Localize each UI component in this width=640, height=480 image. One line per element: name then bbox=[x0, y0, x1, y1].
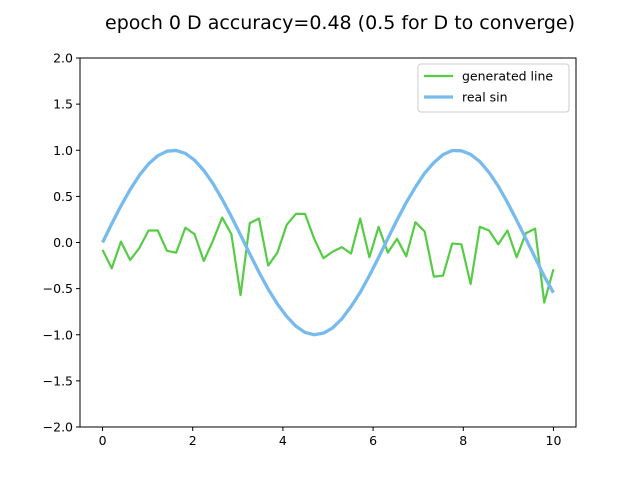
series-line-1 bbox=[101, 212, 555, 304]
y-axis: −2.0 −1.5 −1.0 −0.5 0.0 0.5 1.0 1.5 2.0 bbox=[43, 51, 80, 435]
y-tick-label: −0.5 bbox=[43, 281, 73, 296]
x-tick-label: 4 bbox=[279, 433, 287, 448]
x-axis: 0 2 4 6 8 10 bbox=[99, 427, 562, 448]
legend-box bbox=[417, 63, 570, 113]
x-tick-label: 10 bbox=[546, 433, 562, 448]
x-tick-label: 2 bbox=[189, 433, 197, 448]
x-tick-label: 6 bbox=[369, 433, 377, 448]
y-tick-label: −2.0 bbox=[43, 420, 73, 435]
y-tick-label: −1.0 bbox=[43, 327, 73, 342]
y-tick-label: 0.0 bbox=[53, 235, 73, 250]
x-tick-label: 0 bbox=[99, 433, 107, 448]
y-tick-label: 1.5 bbox=[53, 97, 73, 112]
legend-label-2: real sin bbox=[462, 90, 508, 105]
legend: generated line real sin bbox=[417, 63, 570, 113]
chart-title: epoch 0 D accuracy=0.48 (0.5 for D to co… bbox=[105, 12, 575, 34]
y-tick-label: 2.0 bbox=[53, 51, 73, 66]
y-tick-label: 1.0 bbox=[53, 143, 73, 158]
series-line-2 bbox=[101, 148, 555, 337]
y-tick-label: −1.5 bbox=[43, 373, 73, 388]
y-tick-label: 0.5 bbox=[53, 189, 73, 204]
legend-label-1: generated line bbox=[462, 69, 553, 84]
series-layer bbox=[101, 148, 555, 337]
x-tick-label: 8 bbox=[459, 433, 467, 448]
plot-area: 0 2 4 6 8 10 −2.0−1.5−1.0−0.50.00.51.01.52.0 … bbox=[43, 51, 577, 448]
